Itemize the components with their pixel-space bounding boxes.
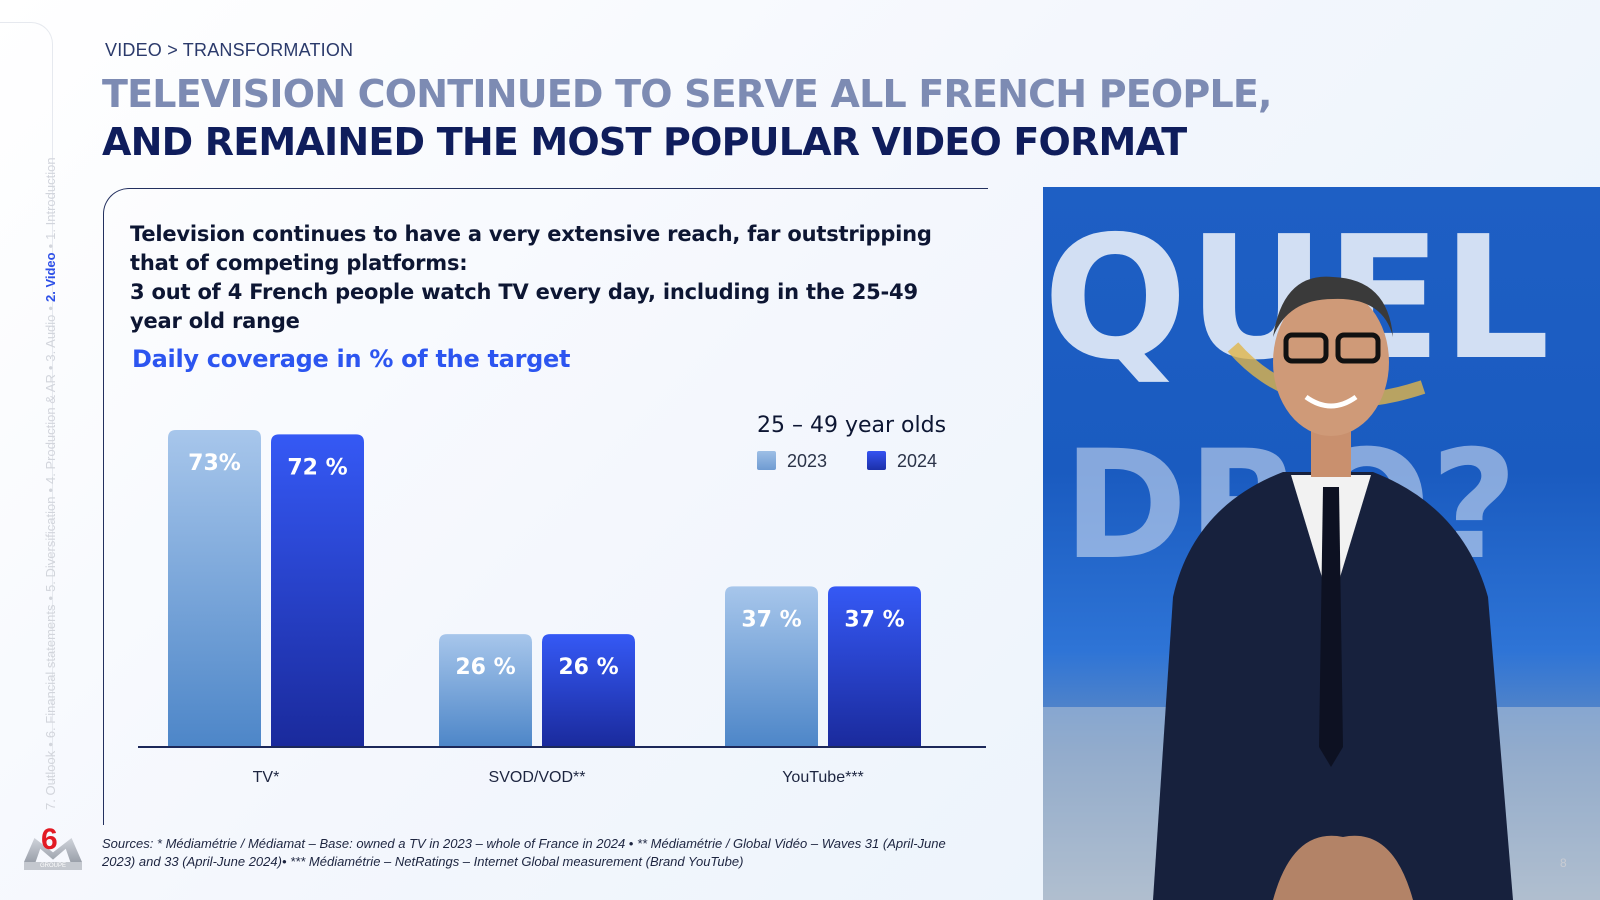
- smile: [1304, 394, 1358, 409]
- bar-data-label: 72 %: [287, 455, 347, 480]
- page-title-line-1: TELEVISION CONTINUED TO SERVE ALL FRENCH…: [102, 72, 1272, 116]
- headline-line: 3 out of 4 French people watch TV every …: [130, 280, 918, 304]
- legend-title: 25 – 49 year olds: [757, 413, 947, 438]
- bar-youtube-2024: [828, 586, 921, 747]
- bar-tv-2024: [271, 434, 364, 747]
- bar-data-label: 37 %: [741, 607, 801, 632]
- sources-footnote: Sources: * Médiamétrie / Médiamat – Base…: [102, 836, 946, 869]
- x-tick-label: SVOD/VOD**: [489, 769, 586, 786]
- logo-number: 6: [41, 823, 58, 856]
- glasses-icon: [1335, 332, 1381, 364]
- presenter-photo: QUEL DRO?: [1043, 187, 1600, 900]
- bar-data-label: 26 %: [558, 655, 618, 680]
- bar-data-label: 26 %: [455, 655, 515, 680]
- legend-label-2023: 2023: [787, 451, 828, 471]
- legend-swatch-2023: [757, 451, 776, 470]
- bar-youtube-2023: [725, 586, 818, 747]
- m6-groupe-logo: 6 GROUPE: [24, 823, 84, 870]
- legend-label-2024: 2024: [897, 451, 938, 471]
- page-number: 8: [1560, 856, 1567, 870]
- headline: Television continues to have a very exte…: [130, 220, 980, 336]
- headline-line: Television continues to have a very exte…: [130, 222, 932, 246]
- logo-text: GROUPE: [24, 862, 82, 870]
- bar-tv-2023: [168, 430, 261, 747]
- hair: [1273, 276, 1393, 337]
- chart-title: Daily coverage in % of the target: [132, 345, 571, 373]
- breadcrumb: VIDEO > TRANSFORMATION: [105, 40, 354, 60]
- content-card: [103, 188, 988, 825]
- bar-data-label: 37 %: [844, 607, 904, 632]
- side-nav-frame: [0, 22, 53, 783]
- bar-svodvod-2023: [439, 634, 532, 747]
- x-tick-label: TV*: [253, 769, 280, 786]
- legend-swatch-2024: [867, 451, 886, 470]
- glasses-icon: [1283, 332, 1329, 364]
- headline-line: that of competing platforms:: [130, 251, 468, 275]
- page-title-line-2: AND REMAINED THE MOST POPULAR VIDEO FORM…: [102, 120, 1187, 164]
- hands: [1273, 835, 1413, 900]
- bar-data-label: 73%: [188, 451, 241, 476]
- face: [1273, 288, 1389, 436]
- headline-line: year old range: [130, 309, 300, 333]
- bar-chart: 73% 72 % TV* 26 % 26 % SVOD/VOD** 37 % 37 % YouT…: [138, 430, 986, 786]
- x-tick-label: YouTube***: [782, 769, 864, 786]
- tie: [1319, 487, 1343, 767]
- legend-item-2024: 2024: [867, 451, 937, 472]
- bar-svodvod-2024: [542, 634, 635, 747]
- legend-item-2023: 2023: [757, 451, 827, 472]
